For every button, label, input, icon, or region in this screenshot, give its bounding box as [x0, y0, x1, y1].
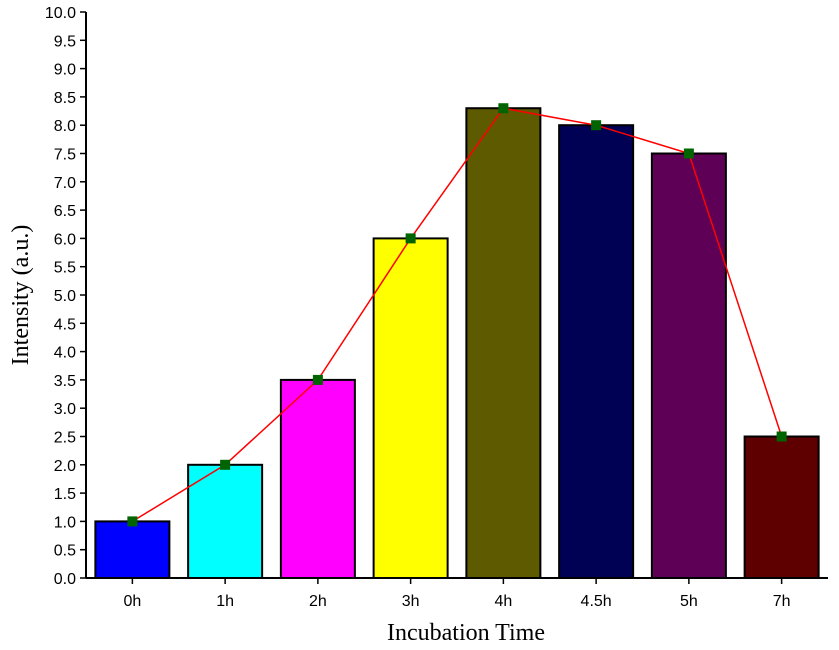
- bar-0h: [94, 520, 171, 580]
- y-tick-label: 3.5: [54, 373, 76, 390]
- bar-5h: [650, 152, 727, 579]
- y-tick-label: 6.0: [54, 231, 76, 248]
- x-tick-label: 4h: [494, 593, 512, 610]
- y-tick-label: 7.0: [54, 175, 76, 192]
- bar-4h: [465, 107, 542, 579]
- marker-3h: [405, 233, 416, 244]
- x-axis-title: Incubation Time: [387, 620, 545, 646]
- marker-5h: [683, 148, 694, 159]
- marker-1h: [220, 459, 231, 470]
- y-axis-title: Intensity (a.u.): [8, 225, 34, 366]
- y-tick-label: 7.5: [54, 147, 76, 164]
- x-tick-label: 2h: [309, 593, 327, 610]
- marker-7h: [776, 431, 787, 442]
- y-tick-label: 4.0: [54, 345, 76, 362]
- marker-0h: [127, 516, 138, 527]
- y-tick-label: 8.0: [54, 118, 76, 135]
- y-tick-label: 3.0: [54, 401, 76, 418]
- y-tick-label: 0.0: [54, 571, 76, 588]
- x-tick-label: 0h: [123, 593, 141, 610]
- y-tick-label: 8.5: [54, 90, 76, 107]
- y-tick-label: 1.5: [54, 486, 76, 503]
- y-tick-label: 9.5: [54, 33, 76, 50]
- y-tick-label: 9.0: [54, 62, 76, 79]
- bar-3h: [372, 237, 449, 579]
- y-tick-label: 0.5: [54, 543, 76, 560]
- y-tick-label: 2.0: [54, 458, 76, 475]
- x-tick-label: 3h: [402, 593, 420, 610]
- x-tick-label: 4.5h: [581, 593, 612, 610]
- x-tick-label: 5h: [680, 593, 698, 610]
- y-tick-label: 2.5: [54, 430, 76, 447]
- x-tick-label: 7h: [773, 593, 791, 610]
- y-tick-label: 1.0: [54, 514, 76, 531]
- y-tick-label: 10.0: [45, 5, 76, 22]
- marker-2h: [312, 374, 323, 385]
- marker-4h: [498, 103, 509, 114]
- bar-2h: [279, 378, 356, 579]
- marker-4.5h: [591, 120, 602, 131]
- bar-1h: [187, 463, 264, 579]
- y-tick-label: 6.5: [54, 203, 76, 220]
- x-tick-label: 1h: [216, 593, 234, 610]
- trend-line: [131, 107, 783, 523]
- y-tick-label: 5.5: [54, 260, 76, 277]
- bar-4.5h: [558, 124, 635, 579]
- y-tick-label: 5.0: [54, 288, 76, 305]
- bar-7h: [743, 435, 820, 579]
- y-tick-label: 4.5: [54, 316, 76, 333]
